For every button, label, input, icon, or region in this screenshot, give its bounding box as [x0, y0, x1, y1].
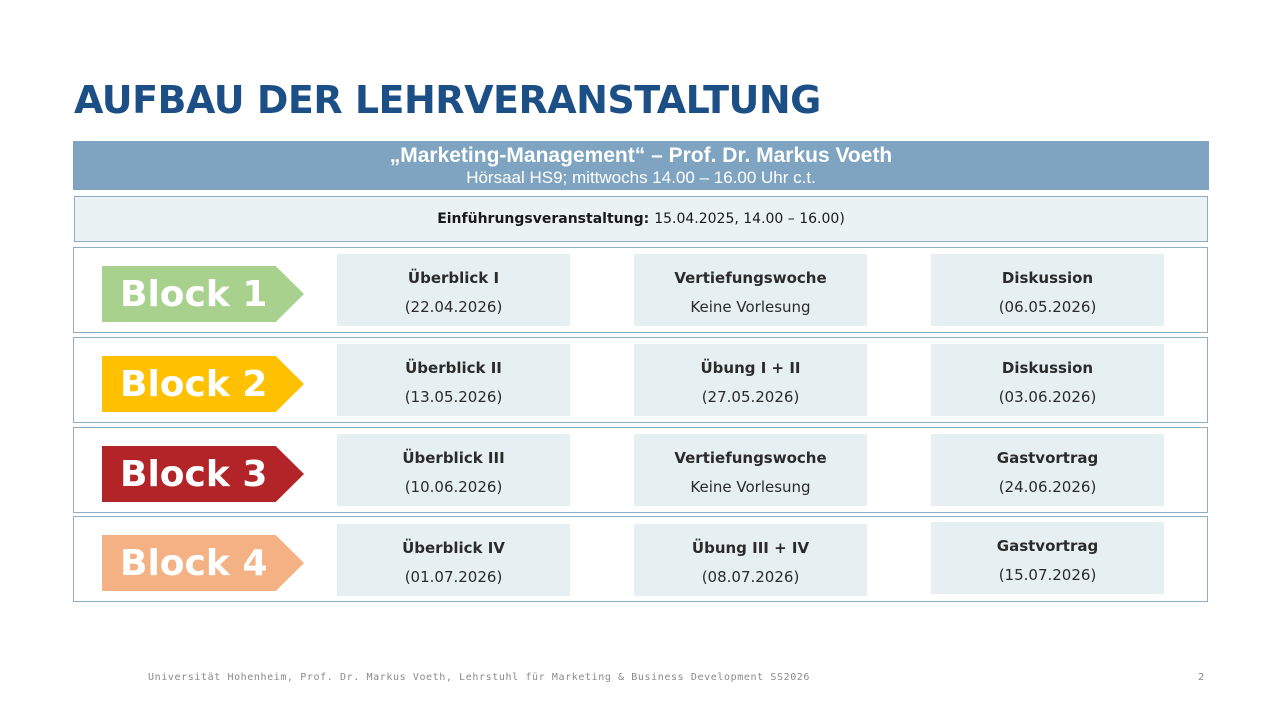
session-title: Übung I + II	[700, 359, 801, 377]
session-title: Überblick II	[405, 359, 502, 377]
session-cell: Gastvortrag (15.07.2026)	[931, 522, 1164, 594]
session-title: Gastvortrag	[996, 537, 1099, 555]
block-row-1: Block 1 Überblick I (22.04.2026) Vertief…	[73, 247, 1208, 333]
session-detail: (03.06.2026)	[998, 388, 1097, 406]
intro-label: Einführungsveranstaltung:	[437, 211, 650, 227]
session-cell: Übung III + IV (08.07.2026)	[634, 524, 867, 596]
intro-value: 15.04.2025, 14.00 – 16.00)	[654, 211, 845, 227]
session-cell: Diskussion (03.06.2026)	[931, 344, 1164, 416]
course-title: „Marketing-Management“ – Prof. Dr. Marku…	[389, 144, 893, 167]
block-label-3: Block 3	[102, 446, 304, 502]
session-detail: (24.06.2026)	[998, 478, 1097, 496]
session-detail: (08.07.2026)	[701, 568, 800, 586]
course-header: „Marketing-Management“ – Prof. Dr. Marku…	[73, 141, 1209, 190]
session-cell: Überblick III (10.06.2026)	[337, 434, 570, 506]
session-title: Überblick III	[402, 449, 505, 467]
session-detail: (06.05.2026)	[998, 298, 1097, 316]
session-cell: Überblick II (13.05.2026)	[337, 344, 570, 416]
block-label-1: Block 1	[102, 266, 304, 322]
session-detail: (22.04.2026)	[404, 298, 503, 316]
session-detail: (15.07.2026)	[998, 566, 1097, 584]
session-detail: (10.06.2026)	[404, 478, 503, 496]
session-title: Diskussion	[1001, 359, 1094, 377]
intro-session-box: Einführungsveranstaltung: 15.04.2025, 14…	[74, 196, 1208, 242]
course-location-time: Hörsaal HS9; mittwochs 14.00 – 16.00 Uhr…	[466, 168, 816, 187]
session-cell: Gastvortrag (24.06.2026)	[931, 434, 1164, 506]
footer-text: Universität Hohenheim, Prof. Dr. Markus …	[148, 672, 811, 683]
session-cell: Überblick IV (01.07.2026)	[337, 524, 570, 596]
block-row-3: Block 3 Überblick III (10.06.2026) Verti…	[73, 427, 1208, 513]
block-row-2: Block 2 Überblick II (13.05.2026) Übung …	[73, 337, 1208, 423]
session-title: Vertiefungswoche	[674, 449, 827, 467]
session-cell: Diskussion (06.05.2026)	[931, 254, 1164, 326]
session-detail: (27.05.2026)	[701, 388, 800, 406]
session-detail: (01.07.2026)	[404, 568, 503, 586]
session-title: Überblick I	[407, 269, 500, 287]
session-title: Überblick IV	[402, 539, 505, 557]
session-title: Diskussion	[1001, 269, 1094, 287]
session-cell: Überblick I (22.04.2026)	[337, 254, 570, 326]
session-detail: Keine Vorlesung	[690, 478, 811, 496]
session-cell: Übung I + II (27.05.2026)	[634, 344, 867, 416]
session-cell: Vertiefungswoche Keine Vorlesung	[634, 434, 867, 506]
session-cell: Vertiefungswoche Keine Vorlesung	[634, 254, 867, 326]
page-number: 2	[1198, 672, 1205, 683]
session-title: Vertiefungswoche	[674, 269, 827, 287]
session-title: Übung III + IV	[691, 539, 810, 557]
block-label-4: Block 4	[102, 535, 304, 591]
block-label-2: Block 2	[102, 356, 304, 412]
session-title: Gastvortrag	[996, 449, 1099, 467]
session-detail: (13.05.2026)	[404, 388, 503, 406]
slide-title: AUFBAU DER LEHRVERANSTALTUNG	[74, 78, 821, 122]
block-row-4: Block 4 Überblick IV (01.07.2026) Übung …	[73, 516, 1208, 602]
session-detail: Keine Vorlesung	[690, 298, 811, 316]
